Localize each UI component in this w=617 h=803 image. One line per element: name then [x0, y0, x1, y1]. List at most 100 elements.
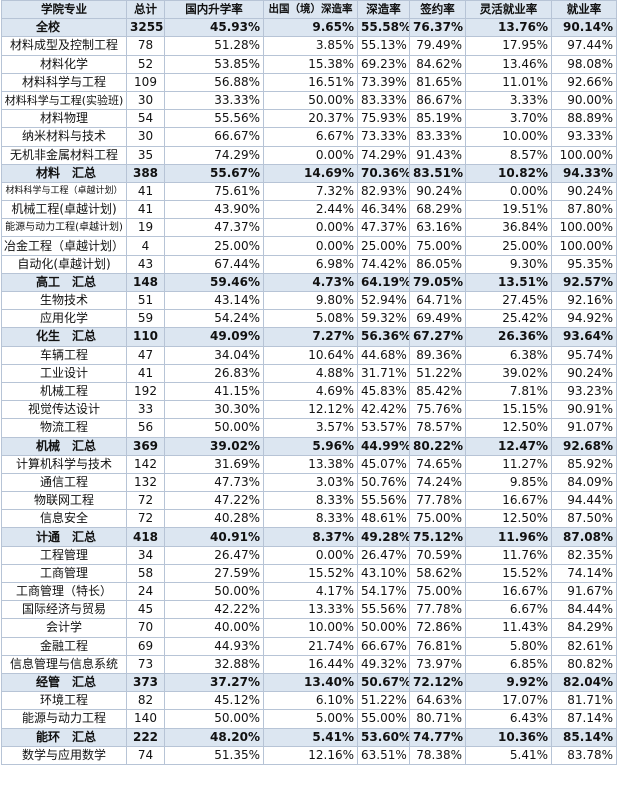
total-count: 78	[126, 36, 165, 56]
rate-cell: 79.05%	[409, 272, 466, 293]
rate-cell: 75.93%	[357, 109, 410, 129]
rate-cell: 5.96%	[263, 436, 358, 456]
rate-cell: 47.73%	[164, 472, 264, 493]
rate-cell: 74.29%	[357, 145, 410, 165]
rate-cell: 81.65%	[409, 72, 466, 92]
rate-cell: 0.00%	[263, 236, 358, 256]
rate-cell: 78.57%	[409, 418, 466, 438]
rate-cell: 80.82%	[551, 654, 617, 674]
major-name: 信息管理与信息系统	[1, 654, 127, 674]
major-name: 物联网工程	[1, 491, 127, 511]
data-row: 物流工程 56 50.00% 3.57% 53.57% 78.57% 12.50% 91.07…	[1, 418, 617, 438]
rate-cell: 12.12%	[263, 400, 358, 420]
major-name: 工业设计	[1, 363, 127, 383]
rate-cell: 47.37%	[164, 218, 264, 238]
rate-cell: 95.35%	[551, 254, 617, 274]
rate-cell: 74.42%	[357, 254, 410, 274]
rate-cell: 44.68%	[357, 345, 410, 365]
summary-row: 化生 汇总 110 49.09% 7.27% 56.36% 67.27% 26.36% 93.…	[1, 327, 617, 347]
rate-cell: 50.67%	[357, 672, 410, 693]
major-name: 信息安全	[1, 509, 127, 529]
major-name: 全校	[1, 18, 127, 38]
total-count: 72	[126, 509, 165, 529]
data-row: 材料科学与工程 109 56.88% 16.51% 73.39% 81.65% 11.01%…	[1, 72, 617, 92]
rate-cell: 81.71%	[551, 691, 617, 711]
rate-cell: 50.00%	[263, 90, 358, 111]
data-row: 视觉传达设计 33 30.30% 12.12% 42.42% 75.76% 15.15% 90…	[1, 400, 617, 420]
rate-cell: 9.30%	[465, 254, 552, 274]
rate-cell: 11.27%	[465, 454, 552, 474]
rate-cell: 82.04%	[551, 672, 617, 693]
rate-cell: 92.66%	[551, 72, 617, 92]
rate-cell: 45.93%	[164, 18, 264, 38]
total-count: 51	[126, 290, 165, 311]
rate-cell: 55.13%	[357, 36, 410, 56]
total-count: 222	[126, 727, 165, 747]
major-name: 机械工程	[1, 381, 127, 402]
rate-cell: 100.00%	[551, 145, 617, 165]
column-header: 签约率	[409, 0, 466, 20]
rate-cell: 6.67%	[263, 127, 358, 147]
rate-cell: 67.44%	[164, 254, 264, 274]
rate-cell: 10.82%	[465, 163, 552, 183]
summary-row: 经管 汇总 373 37.27% 13.40% 50.67% 72.12% 9.92% 82.…	[1, 672, 617, 693]
rate-cell: 51.28%	[164, 36, 264, 56]
rate-cell: 52.94%	[357, 290, 410, 311]
major-name: 通信工程	[1, 472, 127, 493]
rate-cell: 13.33%	[263, 600, 358, 620]
rate-cell: 11.76%	[465, 545, 552, 565]
data-row: 材料化学 52 53.85% 15.38% 69.23% 84.62% 13.46% 98.0…	[1, 54, 617, 74]
rate-cell: 84.44%	[551, 600, 617, 620]
rate-cell: 87.80%	[551, 200, 617, 220]
rate-cell: 55.67%	[164, 163, 264, 183]
total-count: 109	[126, 72, 165, 92]
rate-cell: 26.47%	[164, 545, 264, 565]
rate-cell: 67.27%	[409, 327, 466, 347]
rate-cell: 56.88%	[164, 72, 264, 92]
major-name: 材料物理	[1, 109, 127, 129]
rate-cell: 74.65%	[409, 454, 466, 474]
rate-cell: 48.20%	[164, 727, 264, 747]
rate-cell: 87.14%	[551, 709, 617, 729]
major-name: 生物技术	[1, 290, 127, 311]
rate-cell: 33.33%	[164, 90, 264, 111]
rate-cell: 6.85%	[465, 654, 552, 674]
major-name: 材料科学与工程	[1, 72, 127, 92]
rate-cell: 87.08%	[551, 527, 617, 547]
rate-cell: 3.33%	[465, 90, 552, 111]
rate-cell: 53.60%	[357, 727, 410, 747]
rate-cell: 49.09%	[164, 327, 264, 347]
rate-cell: 44.99%	[357, 436, 410, 456]
total-count: 41	[126, 181, 165, 202]
total-count: 24	[126, 581, 165, 602]
rate-cell: 47.37%	[357, 218, 410, 238]
rate-cell: 98.08%	[551, 54, 617, 74]
rate-cell: 90.14%	[551, 18, 617, 38]
column-header: 总计	[126, 0, 165, 20]
column-header: 就业率	[551, 0, 617, 20]
rate-cell: 11.96%	[465, 527, 552, 547]
major-name: 会计学	[1, 618, 127, 638]
rate-cell: 32.88%	[164, 654, 264, 674]
total-count: 373	[126, 672, 165, 693]
column-header: 深造率	[357, 0, 410, 20]
data-row: 纳米材料与技术 30 66.67% 6.67% 73.33% 83.33% 10.00% 93…	[1, 127, 617, 147]
rate-cell: 100.00%	[551, 236, 617, 256]
total-count: 192	[126, 381, 165, 402]
rate-cell: 25.42%	[465, 309, 552, 329]
rate-cell: 53.85%	[164, 54, 264, 74]
data-row: 物联网工程 72 47.22% 8.33% 55.56% 77.78% 16.67% 94.4…	[1, 491, 617, 511]
rate-cell: 5.00%	[263, 709, 358, 729]
rate-cell: 6.67%	[465, 600, 552, 620]
rate-cell: 40.00%	[164, 618, 264, 638]
rate-cell: 20.37%	[263, 109, 358, 129]
summary-row: 机械 汇总 369 39.02% 5.96% 44.99% 80.22% 12.47% 92.…	[1, 436, 617, 456]
data-row: 应用化学 59 54.24% 5.08% 59.32% 69.49% 25.42% 94.92…	[1, 309, 617, 329]
rate-cell: 17.07%	[465, 691, 552, 711]
rate-cell: 4.88%	[263, 363, 358, 383]
rate-cell: 15.38%	[263, 54, 358, 74]
rate-cell: 9.65%	[263, 18, 358, 38]
rate-cell: 14.69%	[263, 163, 358, 183]
rate-cell: 76.37%	[409, 18, 466, 38]
rate-cell: 55.58%	[357, 18, 410, 38]
